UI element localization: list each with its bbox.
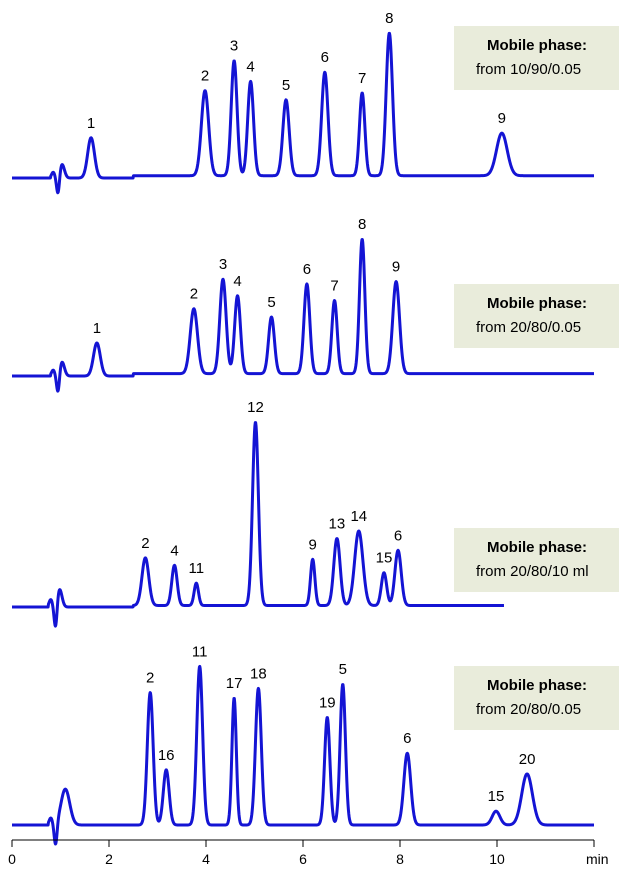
mobile-phase-title-1: Mobile phase: bbox=[487, 37, 588, 54]
peak-label: 11 bbox=[189, 560, 205, 577]
peak-label: 6 bbox=[403, 730, 411, 747]
chromatogram-trace-2 bbox=[10, 237, 596, 393]
peak-label: 4 bbox=[170, 542, 178, 559]
x-axis-unit: min bbox=[586, 851, 609, 867]
peak-label: 9 bbox=[392, 259, 400, 276]
chromatogram-panel-3: 2 4 11 12 9 13 14 156 bbox=[10, 399, 506, 628]
mobile-phase-text-1: from 10/90/0.05 bbox=[476, 61, 582, 78]
peak-label: 11 bbox=[192, 643, 208, 660]
peak-label: 19 bbox=[319, 694, 336, 711]
x-axis: 0 2 4 6 8 10 min bbox=[8, 839, 609, 867]
mobile-phase-box-4: Mobile phase: from 20/80/0.05 bbox=[454, 666, 619, 730]
chromatogram-panel-4: 2 16 11 17 18 195 6 15 20 bbox=[10, 643, 596, 846]
peak-label: 2 bbox=[190, 286, 198, 303]
x-tick-label: 8 bbox=[396, 851, 404, 867]
chromatogram-panel-2: 1 2 34 5 6 7 8 9 bbox=[10, 216, 596, 393]
peak-label: 8 bbox=[358, 216, 366, 233]
mobile-phase-text-2: from 20/80/0.05 bbox=[476, 319, 582, 336]
x-tick-label: 4 bbox=[202, 851, 210, 867]
mobile-phase-text-4: from 20/80/0.05 bbox=[476, 701, 582, 718]
peak-label: 14 bbox=[350, 508, 367, 525]
peak-label: 2 bbox=[141, 535, 149, 552]
peak-label: 3 bbox=[230, 38, 238, 55]
peak-label: 17 bbox=[226, 675, 243, 692]
peak-label: 2 bbox=[146, 670, 154, 687]
x-tick-label: 0 bbox=[8, 851, 16, 867]
peak-label: 2 bbox=[201, 68, 209, 85]
peak-label: 3 bbox=[219, 256, 227, 273]
peak-label: 4 bbox=[233, 273, 241, 290]
peak-label: 18 bbox=[250, 665, 267, 682]
peak-label: 1 bbox=[87, 115, 95, 132]
peak-label: 5 bbox=[282, 77, 290, 94]
peak-label: 15 bbox=[488, 788, 505, 805]
mobile-phase-title-4: Mobile phase: bbox=[487, 677, 588, 694]
peak-label: 8 bbox=[385, 10, 393, 27]
peak-label: 6 bbox=[394, 527, 402, 544]
chromatogram-trace-1 bbox=[10, 31, 596, 195]
peak-label: 12 bbox=[247, 399, 264, 416]
chromatogram-panel-1: 1 2 34 5 6 7 8 9 bbox=[10, 10, 596, 195]
mobile-phase-box-3: Mobile phase: from 20/80/10 ml bbox=[454, 528, 619, 592]
chromatogram-trace-3 bbox=[10, 421, 506, 628]
peak-label: 1 bbox=[93, 320, 101, 337]
peak-label: 5 bbox=[267, 294, 275, 311]
peak-label: 20 bbox=[519, 751, 536, 768]
peak-label: 6 bbox=[321, 49, 329, 66]
peak-label: 7 bbox=[330, 278, 338, 295]
peak-label: 6 bbox=[303, 261, 311, 278]
x-axis-ticks: 0 2 4 6 8 10 bbox=[8, 840, 595, 867]
mobile-phase-box-1: Mobile phase: from 10/90/0.05 bbox=[454, 26, 619, 90]
peak-label: 4 bbox=[246, 58, 254, 75]
peak-label: 9 bbox=[309, 536, 317, 553]
mobile-phase-text-3: from 20/80/10 ml bbox=[476, 563, 589, 580]
mobile-phase-title-2: Mobile phase: bbox=[487, 295, 588, 312]
peak-label: 13 bbox=[329, 516, 346, 533]
peak-label: 16 bbox=[158, 747, 175, 764]
chromatogram-trace-4 bbox=[10, 664, 596, 846]
peak-label: 5 bbox=[339, 661, 347, 678]
x-tick-label: 10 bbox=[489, 851, 505, 867]
mobile-phase-box-2: Mobile phase: from 20/80/0.05 bbox=[454, 284, 619, 348]
x-tick-label: 2 bbox=[105, 851, 113, 867]
peak-label: 15 bbox=[376, 550, 393, 567]
x-tick-label: 6 bbox=[299, 851, 307, 867]
peak-label: 7 bbox=[358, 70, 366, 87]
peak-label: 9 bbox=[498, 110, 506, 127]
mobile-phase-title-3: Mobile phase: bbox=[487, 539, 588, 556]
